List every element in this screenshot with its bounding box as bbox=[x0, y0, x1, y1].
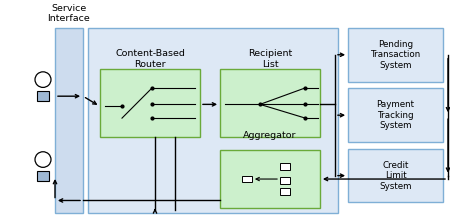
Text: Aggregator: Aggregator bbox=[243, 131, 297, 140]
Circle shape bbox=[35, 152, 51, 167]
Text: Content-Based
Router: Content-Based Router bbox=[115, 49, 185, 69]
Bar bbox=[220, 69, 320, 137]
Text: Pending
Transaction
System: Pending Transaction System bbox=[370, 40, 421, 70]
Bar bbox=[242, 176, 252, 182]
Bar bbox=[100, 69, 200, 137]
Text: Service
Interface: Service Interface bbox=[48, 4, 90, 23]
Bar bbox=[348, 88, 443, 142]
Bar bbox=[348, 149, 443, 202]
Text: Payment
Tracking
System: Payment Tracking System bbox=[377, 100, 414, 130]
Bar bbox=[220, 150, 320, 208]
Text: Recipient
List: Recipient List bbox=[248, 49, 292, 69]
Bar bbox=[55, 28, 83, 213]
Circle shape bbox=[35, 72, 51, 87]
Text: Credit
Limit
System: Credit Limit System bbox=[379, 161, 412, 191]
Bar bbox=[280, 189, 290, 195]
Bar bbox=[280, 177, 290, 184]
Bar bbox=[348, 28, 443, 81]
Bar bbox=[37, 171, 49, 181]
Bar bbox=[88, 28, 338, 213]
Bar bbox=[37, 91, 49, 101]
Bar bbox=[280, 163, 290, 170]
